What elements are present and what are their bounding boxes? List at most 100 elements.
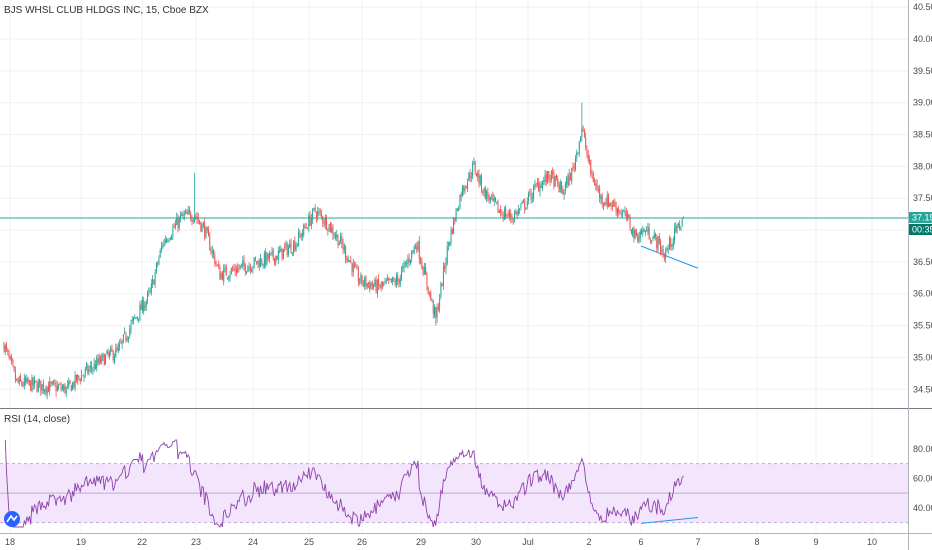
candle-body [199, 220, 201, 224]
logo-badge[interactable] [4, 511, 20, 527]
candle-body [501, 213, 503, 215]
rsi-axis[interactable]: 40.00 60.00 80.00 [913, 444, 932, 513]
candle-body [295, 245, 297, 252]
candle-body [67, 384, 68, 386]
candle-body [78, 376, 80, 378]
candle-body [111, 347, 113, 352]
candle-body [505, 208, 507, 218]
candle-body [232, 268, 234, 270]
candle-body [376, 280, 378, 294]
candle-body [558, 183, 560, 192]
candle-body [383, 283, 385, 285]
candle-body [169, 238, 171, 240]
candle-body [477, 172, 479, 178]
candle-body [604, 203, 606, 204]
candle-body [385, 280, 387, 283]
candle-body [150, 283, 152, 293]
candle-body [450, 229, 452, 243]
rsi-trendline[interactable] [640, 516, 699, 524]
candle-body [31, 377, 33, 392]
candle-body [173, 226, 175, 228]
price-trendline[interactable] [640, 245, 699, 269]
candle-body [632, 227, 634, 236]
candle-body [354, 264, 356, 266]
candle-body [103, 355, 105, 366]
candle-body [181, 213, 183, 217]
candle-body [451, 228, 453, 234]
candle-body [190, 212, 192, 220]
candle-body [406, 262, 408, 264]
candle-body [491, 194, 493, 196]
candle-body [448, 243, 449, 246]
candle-body [307, 228, 309, 230]
candle-body [647, 226, 649, 233]
candle-body [187, 210, 189, 214]
candle-body [329, 222, 331, 232]
candle-body [13, 366, 15, 371]
rsi-tick-label: 60.00 [913, 473, 932, 483]
candle-body [279, 249, 281, 252]
candle-body [315, 213, 317, 219]
candle-body [367, 282, 369, 285]
candle-body [494, 197, 496, 202]
candle-body [347, 258, 349, 263]
candle-body [486, 190, 488, 199]
candle-body [602, 204, 604, 206]
candle-body [408, 258, 410, 263]
candle-body [56, 386, 58, 391]
candle-body [135, 317, 137, 319]
candle-body [614, 202, 616, 207]
price-axis[interactable]: 34.5035.0035.5036.0036.5037.0037.5038.00… [913, 2, 932, 394]
candle-body [44, 389, 46, 392]
price-tick-label: 38.00 [913, 161, 932, 171]
candle-body [662, 249, 664, 258]
time-tick-label: 26 [357, 537, 367, 547]
candle-body [515, 211, 517, 214]
time-axis[interactable]: 18 19 22 23 24 25 26 29 30 Jul 2 6 7 8 9 10 [5, 537, 877, 547]
candle-body [308, 215, 310, 229]
candle-body [94, 364, 96, 370]
candle-body [120, 342, 122, 344]
candle-body [467, 181, 469, 189]
candle-body [670, 237, 672, 247]
candle-body [445, 262, 447, 270]
candle-body [657, 236, 659, 250]
candle-body [261, 259, 263, 265]
candle-body [174, 224, 176, 227]
candle-body [51, 381, 53, 384]
candle-body [453, 217, 455, 235]
candle-body [133, 317, 135, 321]
candle-body [350, 260, 352, 263]
candle-body [243, 259, 245, 266]
candle-body [164, 239, 166, 242]
candle-body [64, 384, 66, 394]
candle-body [635, 231, 637, 236]
time-tick-label: Jul [522, 537, 534, 547]
candle-body [160, 246, 162, 250]
candle-body [568, 173, 570, 186]
candle-body [16, 378, 18, 380]
candle-body [522, 201, 524, 203]
time-tick-label: 6 [638, 537, 643, 547]
candle-body [8, 353, 10, 358]
candle-body [637, 235, 639, 242]
candle-body [74, 374, 76, 388]
candle-body [253, 257, 255, 267]
candle-body [562, 189, 564, 195]
candle-body [247, 267, 249, 273]
rsi-title: RSI (14, close) [4, 414, 70, 425]
candle-body [136, 317, 138, 318]
candle-body [271, 250, 273, 253]
candle-body [588, 160, 590, 161]
candle-body [11, 357, 13, 362]
candle-body [387, 278, 389, 280]
candle-body [554, 176, 556, 187]
candle-body [479, 175, 481, 184]
candle-body [268, 253, 270, 259]
candle-body [407, 259, 409, 264]
candle-body [258, 261, 260, 268]
candle-body [183, 214, 185, 216]
price-badge-bg [909, 212, 932, 223]
candle-body [158, 257, 160, 265]
